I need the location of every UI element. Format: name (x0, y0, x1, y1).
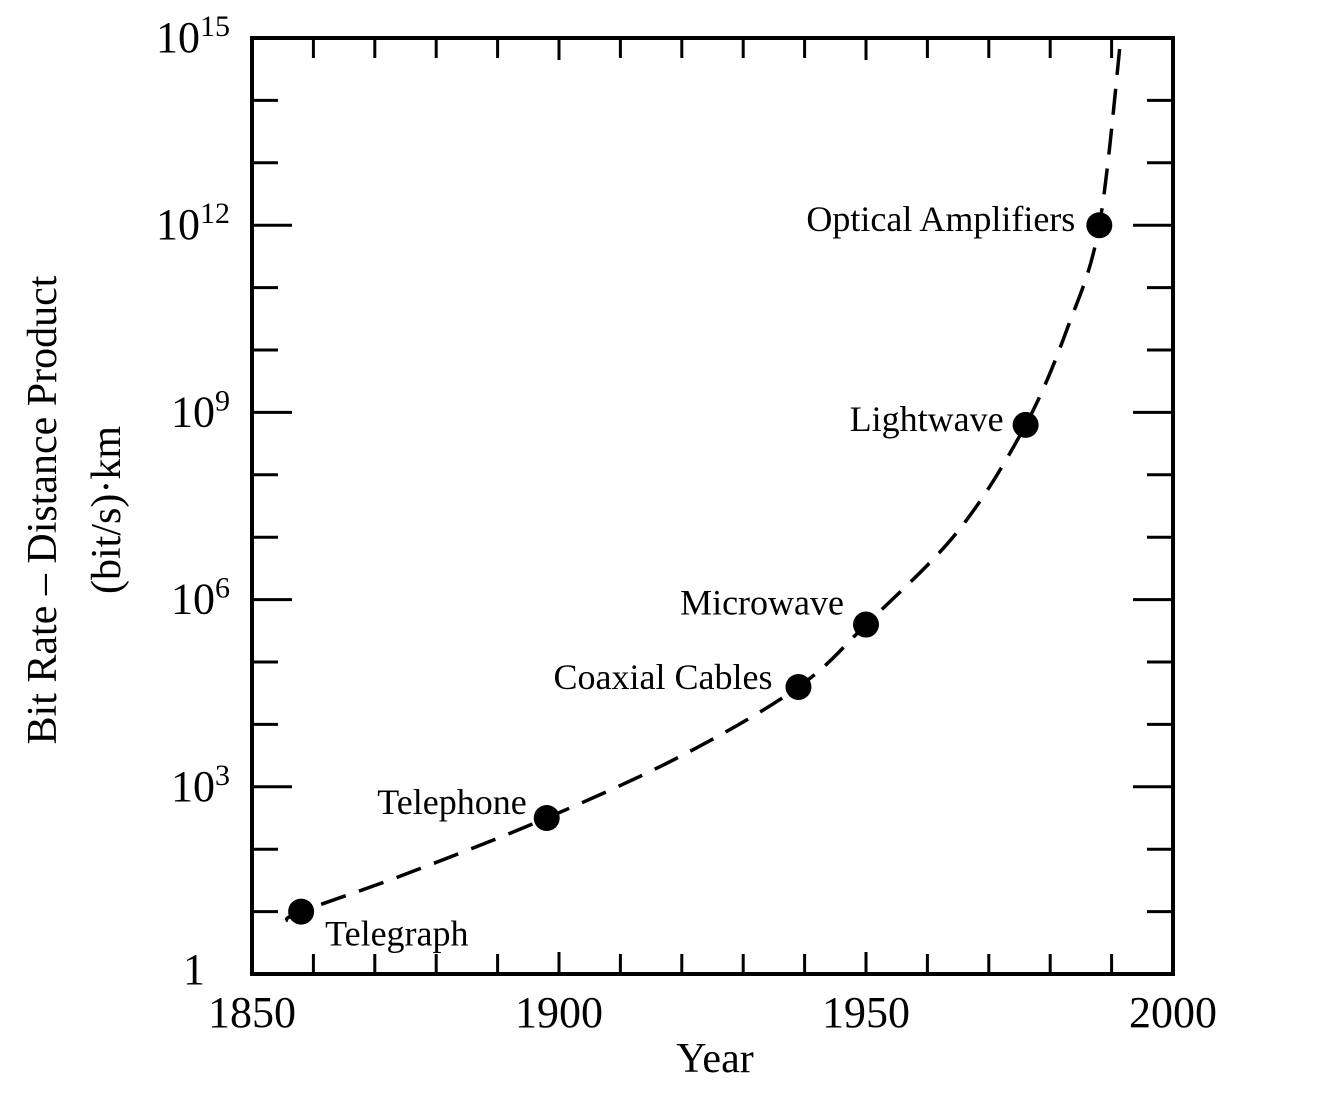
data-point-label: Telephone (377, 782, 526, 822)
data-point (1086, 212, 1113, 239)
data-point-label: Optical Amplifiers (806, 199, 1075, 239)
data-point-label: Telegraph (325, 914, 468, 954)
data-point (1012, 411, 1039, 438)
y-tick-label: 103 (171, 759, 230, 811)
data-point (288, 898, 315, 925)
trend-curve (284, 37, 1123, 923)
data-point-label: Microwave (680, 583, 844, 623)
y-tick-labels: 1 103 106 109 1012 1015 (156, 10, 230, 994)
x-tick-label: 1850 (208, 988, 296, 1037)
x-tick-label: 1900 (515, 988, 603, 1037)
x-tick-labels: 1850 1900 1950 2000 (208, 988, 1217, 1037)
x-axis-label: Year (676, 1036, 753, 1082)
y-tick-label: 1015 (156, 10, 230, 62)
x-tick-label: 1950 (822, 988, 910, 1037)
y-tick-label: 106 (171, 572, 230, 624)
data-point (853, 611, 879, 638)
axis-ticks (252, 38, 1173, 974)
data-point-label: Lightwave (850, 399, 1004, 439)
y-tick-label: 1 (183, 945, 205, 994)
data-point (785, 673, 812, 700)
data-points: Telegraph Telephone Coaxial Cables Microwav… (288, 199, 1113, 954)
data-point-label: Coaxial Cables (554, 657, 773, 697)
y-tick-label: 109 (171, 384, 230, 436)
y-axis-label-line1: Bit Rate – Distance Product (20, 275, 66, 744)
data-point (533, 805, 560, 831)
y-tick-label: 1012 (156, 197, 230, 249)
y-axis-label-line2: (bit/s)·km (84, 426, 130, 594)
plot-frame (250, 36, 1175, 976)
x-tick-label: 2000 (1129, 988, 1217, 1037)
